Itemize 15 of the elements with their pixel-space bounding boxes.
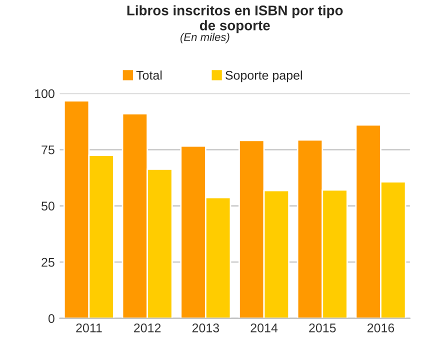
y-tick-label: 0 (48, 314, 54, 323)
x-tick-label: 2012 (134, 324, 161, 332)
x-tick-label: 2014 (250, 324, 278, 332)
legend-label: Total (136, 70, 162, 80)
y-tick-label: 50 (42, 202, 54, 211)
x-tick-label: 2013 (192, 324, 220, 332)
chart-title: Libros inscritos en ISBN por tipo de soporte (127, 5, 343, 34)
legend-label: Soporte papel (226, 70, 302, 82)
y-tick-label: 25 (42, 258, 54, 267)
x-tick-label: 2015 (309, 324, 336, 332)
y-tick-label: 75 (42, 146, 54, 154)
x-tick-label: 2011 (76, 324, 102, 332)
x-tick-label: 2016 (367, 324, 394, 332)
y-tick-label: 100 (35, 89, 54, 98)
chart-subtitle: (En miles) (180, 32, 230, 44)
